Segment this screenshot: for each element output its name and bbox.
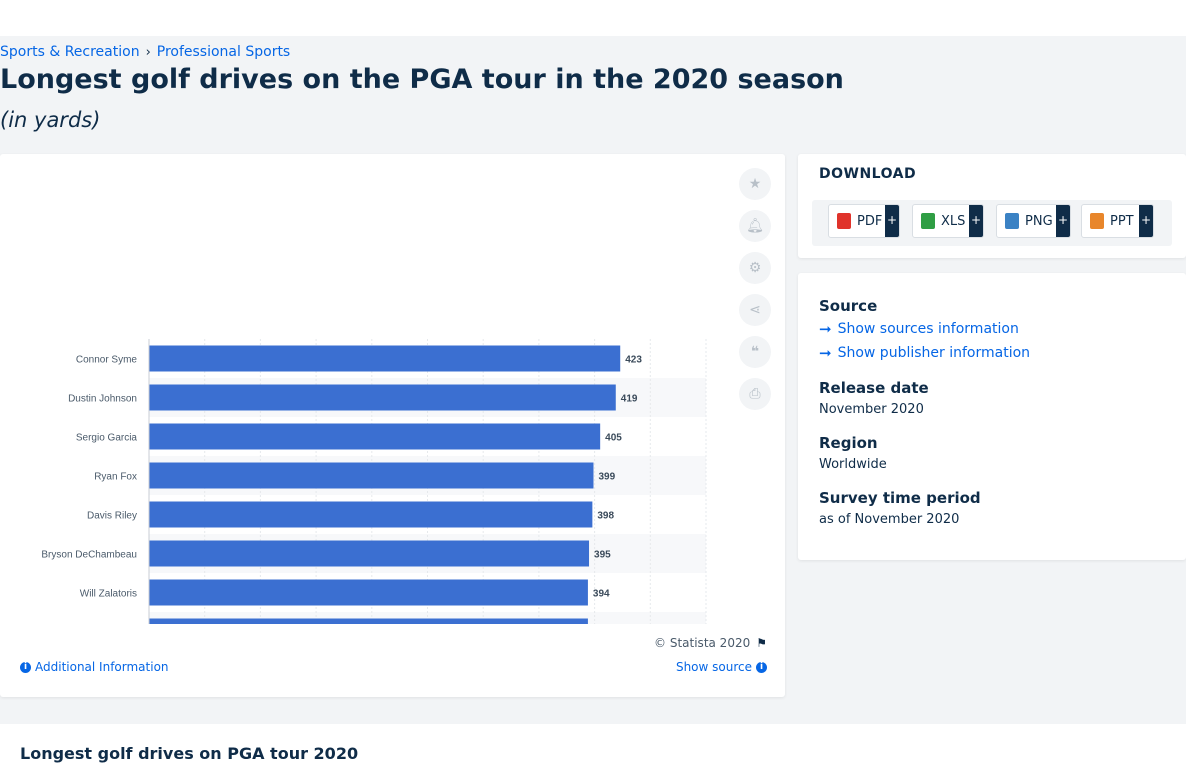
download-png-button[interactable]: PNG + [996,204,1071,238]
info-icon: i [20,661,31,673]
png-file-icon [1005,213,1019,229]
print-icon: ⎙ [749,386,761,402]
show-sources-label: Show sources information [837,321,1019,337]
release-date-value: November 2020 [819,402,924,417]
gear-icon: ⚙ [748,260,762,276]
copyright: © Statista 2020 ⚑ [654,636,767,650]
pdf-file-icon [837,213,851,229]
quote-icon: ❝ [750,344,760,360]
bar [149,423,601,450]
chart-card: Connor Syme 423 Dustin Johnson 419 Sergio Ga… [0,154,785,697]
show-source-link[interactable]: Show source i [676,660,767,674]
bell-icon: 🔔︎ [746,218,764,234]
breadcrumb-sports-recreation[interactable]: Sports & Recreation [0,44,140,60]
download-buttons: PDF + XLS + PNG + PPT + [812,200,1172,246]
category-label: Will Zalatoris [80,589,137,600]
print-button[interactable]: ⎙ [739,378,771,410]
top-bar [0,0,1186,36]
category-label: Ryan Fox [94,472,137,483]
bar [149,462,594,489]
star-icon: ★ [748,176,762,192]
description-card: Longest golf drives on PGA tour 2020 [0,724,1186,764]
ppt-label: PPT [1110,213,1134,229]
data-label: 405 [605,433,622,444]
cite-button[interactable]: ❝ [739,336,771,368]
data-label: 394 [593,589,610,600]
plus-icon[interactable]: + [1056,205,1070,237]
category-label: Dustin Johnson [68,394,137,405]
favorite-button[interactable]: ★ [739,168,771,200]
download-ppt-button[interactable]: PPT + [1081,204,1154,238]
additional-information-label: Additional Information [35,660,169,674]
ppt-file-icon [1090,213,1104,229]
survey-period-heading: Survey time period [819,489,981,507]
additional-information-link[interactable]: i Additional Information [20,660,169,674]
download-title: DOWNLOAD [819,166,917,182]
bar [149,501,593,528]
plus-icon[interactable]: + [969,205,983,237]
show-publisher-link[interactable]: ➞ Show publisher information [819,344,1030,362]
settings-button[interactable]: ⚙ [739,252,771,284]
breadcrumb: Sports & Recreation › Professional Sport… [0,44,290,60]
bar [149,540,590,567]
data-label: 395 [594,550,611,561]
show-sources-link[interactable]: ➞ Show sources information [819,320,1019,338]
notification-button[interactable]: 🔔︎ [739,210,771,242]
category-label: Sergio Garcia [76,433,138,444]
bar [149,618,588,624]
data-label: 399 [598,472,615,483]
flag-icon[interactable]: ⚑ [756,636,767,650]
arrow-right-icon: ➞ [819,320,832,338]
show-publisher-label: Show publisher information [837,345,1031,361]
download-xls-button[interactable]: XLS + [912,204,984,238]
download-pdf-button[interactable]: PDF + [828,204,900,238]
release-date-heading: Release date [819,379,929,397]
category-label: Davis Riley [87,511,137,522]
survey-period-value: as of November 2020 [819,512,960,527]
bar-chart: Connor Syme 423 Dustin Johnson 419 Sergio Ga… [41,339,707,624]
category-label: Connor Syme [76,355,138,366]
share-icon: ⋖ [749,302,761,318]
page-title: Longest golf drives on the PGA tour in t… [0,64,844,95]
download-card: DOWNLOAD PDF + XLS + PNG + PPT + [798,154,1186,258]
data-label: 423 [625,355,642,366]
description-title: Longest golf drives on PGA tour 2020 [20,744,359,763]
share-button[interactable]: ⋖ [739,294,771,326]
bar [149,345,621,372]
header-background [0,36,1186,136]
data-label: 398 [597,511,614,522]
bar [149,384,616,411]
png-label: PNG [1025,213,1053,229]
arrow-right-icon: ➞ [819,344,832,362]
show-source-label: Show source [675,660,752,674]
bar [149,579,588,606]
category-label: Bryson DeChambeau [41,550,137,561]
statistic-details-card: Source ➞ Show sources information ➞ Show… [798,273,1186,560]
breadcrumb-professional-sports[interactable]: Professional Sports [156,44,291,60]
pdf-label: PDF [857,213,883,229]
page-subtitle: (in yards) [0,108,101,132]
region-value: Worldwide [819,457,887,472]
data-label: 419 [621,394,638,405]
source-heading: Source [819,297,878,315]
xls-label: XLS [941,213,966,229]
info-icon: i [756,661,767,673]
region-heading: Region [819,434,878,452]
copyright-text: © Statista 2020 [654,636,751,650]
breadcrumb-separator: › [145,44,151,60]
xls-file-icon [921,213,935,229]
plus-icon[interactable]: + [885,205,899,237]
plus-icon[interactable]: + [1139,205,1153,237]
chart-toolbar: ★ 🔔︎ ⚙ ⋖ ❝ ⎙ [739,168,771,410]
